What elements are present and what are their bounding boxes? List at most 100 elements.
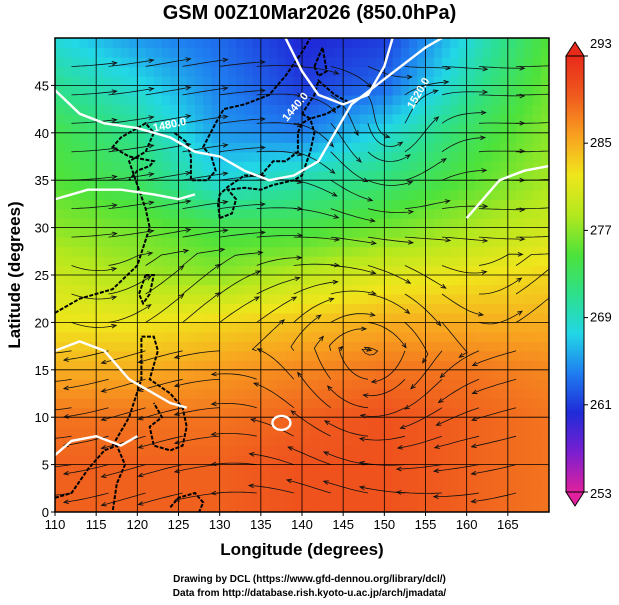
field-cell bbox=[400, 38, 410, 49]
field-cell bbox=[87, 132, 97, 143]
field-cell bbox=[343, 123, 352, 134]
streamline bbox=[371, 350, 406, 383]
streamline-arrow bbox=[557, 92, 562, 96]
streamline bbox=[434, 435, 480, 449]
streamline bbox=[516, 93, 549, 96]
field-cell bbox=[532, 388, 542, 399]
field-cell bbox=[417, 113, 427, 124]
field-cell bbox=[79, 341, 89, 352]
field-cell bbox=[367, 303, 377, 314]
field-cell bbox=[359, 218, 369, 229]
field-cell bbox=[359, 132, 369, 143]
field-cell bbox=[63, 455, 73, 466]
streamline-arrow bbox=[100, 473, 107, 479]
field-cell bbox=[194, 170, 204, 181]
field-cell bbox=[55, 246, 64, 257]
field-cell bbox=[145, 360, 155, 371]
field-cell bbox=[277, 85, 287, 96]
field-cell bbox=[211, 455, 221, 466]
field-cell bbox=[376, 38, 385, 49]
field-cell bbox=[318, 493, 328, 504]
field-cell bbox=[326, 199, 336, 210]
field-cell bbox=[79, 218, 89, 229]
field-cell bbox=[376, 56, 385, 68]
field-cell bbox=[532, 379, 542, 390]
field-cell bbox=[277, 445, 287, 456]
field-cell bbox=[540, 331, 549, 342]
field-cell bbox=[310, 360, 320, 371]
field-cell bbox=[186, 455, 196, 466]
field-cell bbox=[334, 113, 344, 124]
field-cell bbox=[96, 350, 105, 361]
field-cell bbox=[236, 208, 245, 219]
streamline bbox=[101, 492, 146, 506]
field-cell bbox=[170, 94, 180, 105]
field-cell bbox=[129, 436, 138, 447]
temperature-field bbox=[55, 38, 549, 512]
field-cell bbox=[343, 360, 352, 371]
field-cell bbox=[310, 132, 320, 143]
field-cell bbox=[425, 493, 435, 504]
field-cell bbox=[351, 265, 361, 276]
field-cell bbox=[104, 151, 114, 162]
field-cell bbox=[474, 170, 484, 181]
field-cell bbox=[79, 94, 89, 105]
field-cell bbox=[417, 104, 427, 115]
field-cell bbox=[244, 455, 254, 466]
field-cell bbox=[96, 85, 105, 96]
field-cell bbox=[129, 208, 138, 219]
streamline-arrow bbox=[26, 438, 31, 442]
field-cell bbox=[524, 104, 534, 115]
field-cell bbox=[194, 398, 204, 409]
field-cell bbox=[458, 483, 468, 494]
field-cell bbox=[277, 123, 287, 134]
field-cell bbox=[120, 398, 130, 409]
streamline-arrow bbox=[370, 269, 377, 275]
field-cell bbox=[285, 85, 295, 96]
field-cell bbox=[236, 322, 245, 333]
field-cell bbox=[112, 85, 122, 96]
field-cell bbox=[211, 464, 221, 475]
height-contour bbox=[55, 38, 443, 182]
field-cell bbox=[219, 379, 229, 390]
field-cell bbox=[466, 47, 476, 58]
field-cell bbox=[310, 151, 320, 162]
field-cell bbox=[409, 104, 418, 115]
field-cell bbox=[516, 398, 525, 409]
field-cell bbox=[441, 189, 451, 200]
field-cell bbox=[87, 256, 97, 267]
field-cell bbox=[310, 218, 320, 229]
field-cell bbox=[277, 407, 287, 418]
field-cell bbox=[524, 322, 534, 333]
field-cell bbox=[162, 104, 171, 115]
field-cell bbox=[450, 350, 460, 361]
field-cell bbox=[409, 445, 418, 456]
field-cell bbox=[433, 227, 443, 238]
field-cell bbox=[145, 275, 155, 286]
streamline-arrow bbox=[519, 65, 526, 71]
field-cell bbox=[293, 303, 303, 314]
field-cell bbox=[269, 426, 278, 437]
field-cell bbox=[524, 237, 534, 248]
field-cell bbox=[367, 398, 377, 409]
field-cell bbox=[516, 170, 525, 181]
field-cell bbox=[269, 322, 278, 333]
field-cell bbox=[392, 436, 402, 447]
field-cell bbox=[104, 445, 114, 456]
field-cell bbox=[359, 66, 369, 77]
field-cell bbox=[178, 284, 188, 295]
field-cell bbox=[474, 312, 484, 323]
field-cell bbox=[194, 47, 204, 58]
field-cell bbox=[334, 502, 344, 512]
field-cell bbox=[87, 218, 97, 229]
field-cell bbox=[450, 426, 460, 437]
field-cell bbox=[540, 56, 549, 68]
field-cell bbox=[219, 502, 229, 512]
field-cell bbox=[318, 113, 328, 124]
field-cell bbox=[359, 256, 369, 267]
field-cell bbox=[137, 208, 147, 219]
field-cell bbox=[236, 455, 245, 466]
streamline bbox=[256, 65, 303, 67]
field-cell bbox=[302, 66, 311, 77]
field-cell bbox=[203, 502, 213, 512]
